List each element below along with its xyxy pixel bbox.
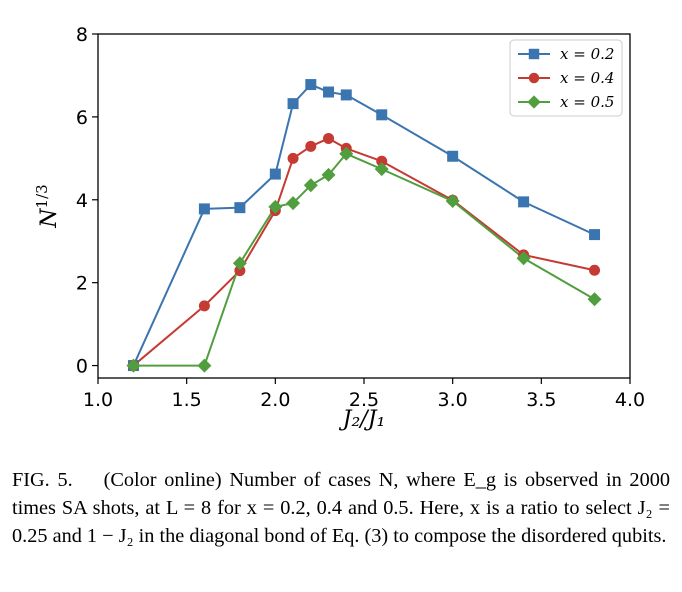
y-tick-label: 2 xyxy=(76,273,88,295)
data-point-series-1 xyxy=(589,229,601,241)
data-point-series-2 xyxy=(198,300,210,312)
data-point-series-3 xyxy=(197,358,212,373)
data-point-series-3 xyxy=(445,194,460,209)
data-point-series-3 xyxy=(286,196,301,211)
y-tick-label: 4 xyxy=(76,190,88,212)
data-point-series-1 xyxy=(287,98,299,110)
series-line-1 xyxy=(132,83,595,366)
data-point-series-3 xyxy=(516,251,531,266)
data-point-series-1 xyxy=(340,89,352,101)
legend: x = 0.2 x = 0.4 x = 0.5 xyxy=(509,39,623,117)
data-point-series-3 xyxy=(232,256,247,271)
legend-entry-label: x = 0.4 xyxy=(560,69,614,87)
data-point-series-2 xyxy=(323,132,335,144)
data-point-series-1 xyxy=(234,202,246,214)
caption-text: (Color online) Number of cases N, where … xyxy=(12,469,670,547)
x-tick-label: 1.5 xyxy=(172,389,202,411)
data-point-series-3 xyxy=(339,146,354,161)
x-tick-label: 3.5 xyxy=(526,389,556,411)
legend-marker xyxy=(528,72,540,84)
data-point-series-3 xyxy=(126,358,141,373)
data-point-series-1 xyxy=(323,86,335,98)
data-point-series-1 xyxy=(269,168,281,180)
x-tick-label: 1.0 xyxy=(83,389,113,411)
y-axis-label: N1/3 xyxy=(33,184,62,228)
series-line-3 xyxy=(133,152,596,367)
data-point-series-1 xyxy=(376,109,388,121)
data-point-series-3 xyxy=(303,178,318,193)
data-point-series-3 xyxy=(321,167,336,182)
x-tick-label: 2.5 xyxy=(349,389,379,411)
x-axis-label: J₂/J₁ xyxy=(339,407,386,432)
x-tick-label: 2.0 xyxy=(260,389,290,411)
data-point-series-1 xyxy=(198,203,210,215)
legend-marker xyxy=(528,48,540,60)
legend-entry-label: x = 0.2 xyxy=(560,45,614,63)
x-tick-label: 3.0 xyxy=(438,389,468,411)
data-point-series-1 xyxy=(518,196,530,208)
data-point-series-2 xyxy=(305,140,317,152)
data-point-series-2 xyxy=(376,155,388,167)
data-point-series-3 xyxy=(374,162,389,177)
x-tick-label: 4.0 xyxy=(615,389,645,411)
caption-label: FIG. 5. xyxy=(12,469,73,491)
data-point-series-2 xyxy=(234,265,246,277)
data-point-series-3 xyxy=(268,199,283,214)
y-tick-label: 6 xyxy=(76,107,88,129)
y-tick-label: 8 xyxy=(76,24,88,46)
data-point-series-1 xyxy=(305,79,317,91)
legend-entry-label: x = 0.5 xyxy=(560,93,614,111)
y-tick-label: 0 xyxy=(76,356,88,378)
data-point-series-2 xyxy=(287,152,299,164)
data-point-series-1 xyxy=(447,150,459,162)
figure-caption: FIG. 5. (Color online) Number of cases N… xyxy=(12,466,670,550)
legend-marker xyxy=(527,95,541,109)
chart: 1.0 1.5 2.0 2.5 3.0 3.5 4.0 0 2 4 6 8 J₂/J₁ N1/3 x … xyxy=(33,24,645,432)
data-point-series-3 xyxy=(587,292,602,307)
data-point-series-2 xyxy=(589,264,601,276)
